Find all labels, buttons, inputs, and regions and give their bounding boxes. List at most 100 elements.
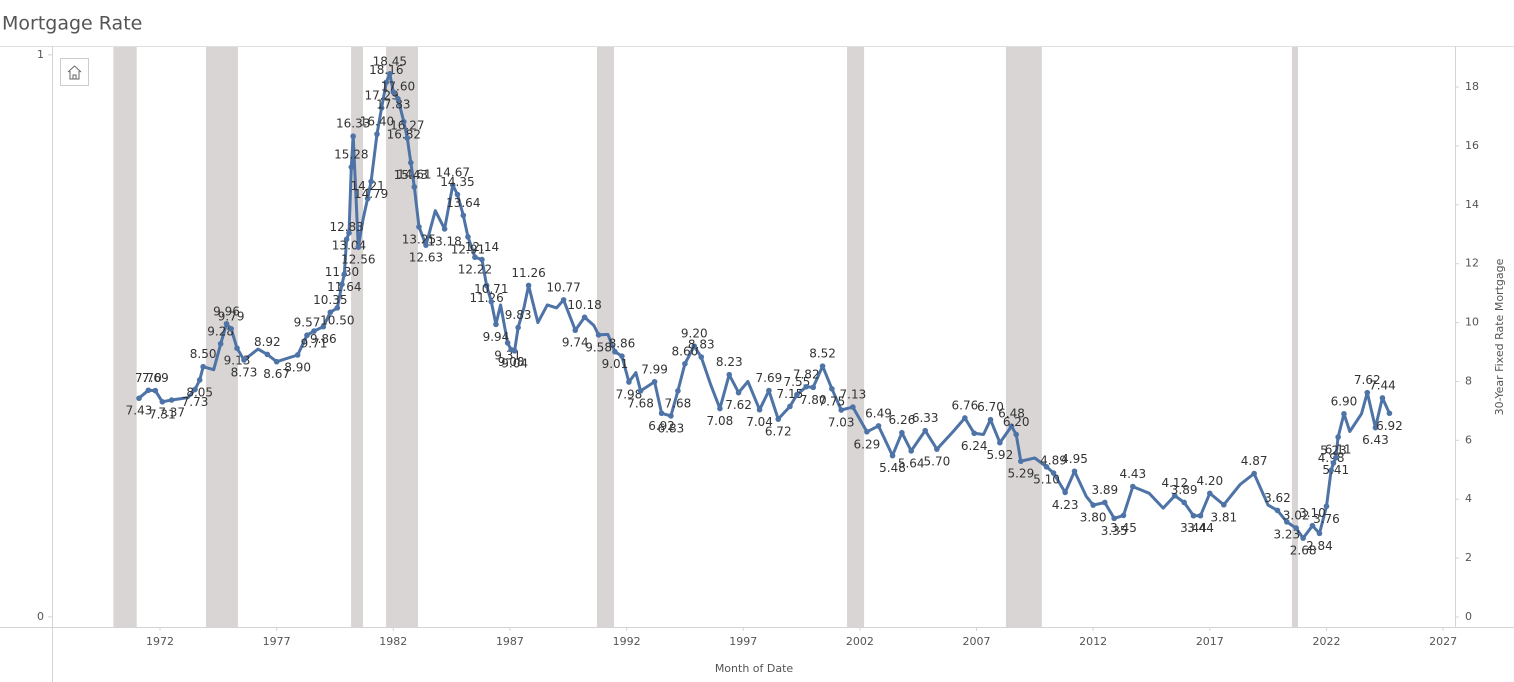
value-label: 14.67 — [436, 166, 470, 180]
value-label: 6.26 — [889, 413, 916, 427]
value-label: 3.44 — [1180, 521, 1207, 535]
value-label: 4.87 — [1241, 454, 1268, 468]
rate-point — [479, 256, 485, 263]
value-label: 6.20 — [1003, 415, 1030, 429]
rate-point — [493, 321, 499, 328]
value-label: 8.92 — [254, 335, 281, 349]
value-label: 6.29 — [854, 437, 881, 451]
value-label: 12.63 — [409, 251, 443, 265]
value-label: 13.18 — [427, 234, 461, 248]
home-icon — [67, 65, 82, 80]
rate-point — [320, 323, 327, 330]
rate-point — [378, 105, 385, 111]
x-tick-label: 2002 — [846, 635, 874, 648]
value-label: 8.86 — [609, 337, 636, 351]
value-label: 7.70 — [135, 371, 162, 385]
rate-point — [196, 377, 203, 383]
rate-point — [483, 282, 490, 289]
value-label: 3.23 — [1273, 527, 1300, 541]
rate-point — [810, 384, 817, 391]
value-label: 7.99 — [641, 362, 668, 376]
x-tick-label: 1982 — [379, 635, 407, 648]
rate-point — [192, 386, 198, 393]
value-label: 9.74 — [562, 336, 589, 350]
value-label: 16.82 — [387, 127, 421, 141]
rate-point — [511, 348, 518, 354]
rate-point — [404, 135, 411, 141]
value-label: 11.64 — [327, 280, 361, 294]
value-label: 11.26 — [469, 291, 503, 305]
value-label: 9.20 — [681, 327, 708, 341]
value-label: 14.79 — [354, 187, 388, 201]
rate-point — [488, 298, 495, 305]
value-label: 10.35 — [313, 293, 347, 307]
value-label: 3.10 — [1299, 506, 1326, 520]
value-label: 6.92 — [1376, 419, 1403, 433]
rate-point — [525, 282, 532, 289]
rate-point — [572, 327, 579, 334]
rate-point — [651, 378, 658, 385]
value-label: 13.04 — [332, 239, 366, 253]
value-label: 7.04 — [746, 415, 773, 429]
value-label: 7.44 — [1369, 378, 1396, 392]
value-label: 5.29 — [1007, 467, 1034, 481]
rate-point — [775, 416, 782, 422]
rate-point — [658, 410, 665, 417]
value-label: 15.43 — [394, 168, 428, 182]
rate-point — [1008, 423, 1015, 430]
value-label: 12.14 — [465, 240, 499, 254]
rate-point — [1332, 454, 1339, 461]
rate-point — [1111, 515, 1117, 522]
value-label: 18.16 — [369, 63, 403, 77]
value-label: 6.83 — [658, 421, 685, 435]
rate-point — [1221, 502, 1227, 508]
value-label: 5.64 — [898, 456, 925, 470]
value-label: 3.89 — [1171, 483, 1198, 497]
rate-point — [1130, 483, 1136, 490]
value-label: 6.76 — [952, 398, 979, 412]
rate-point — [1300, 535, 1306, 541]
value-label: 7.68 — [665, 396, 692, 410]
rate-point — [264, 351, 271, 358]
value-label: 5.41 — [1322, 463, 1349, 477]
rate-point — [922, 427, 929, 434]
y2-tick-label: 12 — [1465, 257, 1479, 270]
value-label: 9.79 — [218, 309, 245, 323]
rate-point — [1090, 502, 1096, 508]
y2-tick-label: 14 — [1465, 198, 1479, 211]
value-label: 7.37 — [158, 406, 185, 420]
value-label: 5.10 — [1033, 472, 1060, 486]
rate-point — [1181, 499, 1187, 506]
x-tick-label: 1972 — [146, 635, 174, 648]
rate-point — [311, 328, 317, 334]
home-button[interactable] — [60, 58, 89, 86]
rate-point — [304, 332, 310, 339]
rate-point — [1197, 512, 1204, 519]
rate-point — [348, 164, 355, 170]
y2-tick-label: 10 — [1465, 316, 1479, 329]
x-tick-label: 1987 — [496, 635, 524, 648]
x-tick-label: 2017 — [1196, 635, 1224, 648]
value-label: 13.64 — [446, 196, 480, 210]
rate-point — [1190, 512, 1197, 519]
value-label: 6.48 — [998, 407, 1025, 421]
rate-point — [273, 358, 280, 365]
value-label: 3.45 — [1110, 521, 1137, 535]
x-tick-label: 2022 — [1312, 635, 1340, 648]
rate-point — [1071, 468, 1078, 475]
rate-point — [200, 363, 206, 370]
value-label: 3.76 — [1313, 512, 1340, 526]
value-label: 4.23 — [1052, 498, 1079, 512]
x-tick-label: 1997 — [729, 635, 757, 648]
value-label: 8.67 — [263, 367, 290, 381]
value-label: 7.31 — [149, 407, 176, 421]
rate-point — [1316, 530, 1323, 537]
rate-point — [889, 452, 896, 459]
rate-point — [390, 89, 397, 95]
rate-point — [416, 224, 422, 230]
value-label: 8.73 — [231, 365, 258, 379]
rate-point — [1013, 431, 1019, 438]
recession-band — [1005, 47, 1042, 627]
home-button-box[interactable] — [60, 58, 89, 86]
value-label: 7.62 — [725, 398, 752, 412]
